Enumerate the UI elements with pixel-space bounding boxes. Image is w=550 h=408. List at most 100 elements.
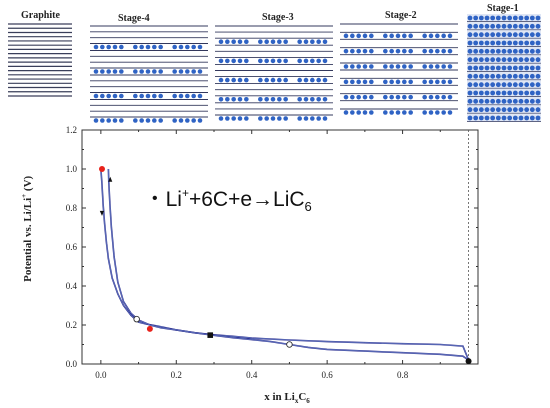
lithium-ion: [473, 82, 479, 88]
lithium-ion: [152, 118, 157, 123]
x-tick-label: 0.8: [397, 370, 409, 380]
lithium-ion: [518, 23, 524, 29]
lithium-ion: [100, 93, 105, 99]
curve-highlight: [100, 168, 469, 361]
lithium-ion: [535, 32, 541, 38]
lithium-ion: [244, 58, 249, 64]
lithium-ion: [501, 107, 507, 113]
stage-panel: [467, 14, 541, 122]
lithium-ion: [258, 116, 263, 121]
lithium-ion: [218, 39, 224, 44]
curve-highlight: [108, 168, 469, 361]
lithium-ion: [478, 107, 484, 113]
lithium-ion: [507, 73, 513, 79]
lithium-ion: [428, 110, 434, 115]
lithium-ion: [277, 58, 282, 64]
lithium-ion: [369, 33, 374, 39]
lithium-ion: [435, 64, 440, 69]
lithium-ion: [225, 39, 230, 44]
lithium-ion: [507, 107, 513, 113]
lithium-ion: [524, 65, 530, 71]
lithium-ion: [467, 82, 473, 88]
lithium-ion: [501, 82, 507, 88]
lithium-ion: [264, 77, 269, 83]
lithium-ion: [529, 40, 535, 46]
lithium-ion: [303, 39, 309, 44]
lithium-ion: [369, 64, 374, 69]
lithium-ion: [402, 94, 407, 100]
lithium-ion: [383, 64, 388, 69]
lithium-ion: [356, 48, 361, 54]
lithium-ion: [447, 79, 453, 85]
lithium-ion: [484, 90, 490, 96]
lithium-ion: [524, 32, 530, 38]
lithium-ion: [218, 77, 224, 83]
lithium-ion: [106, 44, 111, 50]
lithium-ion: [473, 73, 479, 79]
lithium-ion: [478, 32, 484, 38]
lithium-ion: [283, 116, 288, 121]
lithium-ion: [501, 40, 507, 46]
lithium-ion: [473, 23, 479, 29]
lithium-ion: [495, 98, 501, 104]
lithium-ion: [158, 93, 163, 99]
lithium-ion: [512, 73, 518, 79]
lithium-ion: [467, 107, 473, 113]
lithium-ion: [490, 40, 496, 46]
lithium-ion: [408, 64, 413, 69]
lithium-ion: [529, 32, 535, 38]
lithium-ion: [535, 48, 541, 54]
lithium-ion: [484, 65, 490, 71]
stage-panel: [215, 25, 333, 121]
lithium-ion: [270, 77, 276, 83]
lithium-ion: [495, 73, 501, 79]
lithium-ion: [529, 107, 535, 113]
lithium-ion: [447, 33, 453, 39]
lithium-ion: [350, 33, 355, 39]
lithium-ion: [112, 93, 118, 99]
lithium-ion: [322, 39, 328, 44]
lithium-ion: [369, 94, 374, 100]
lithium-ion: [244, 116, 249, 121]
lithium-ion: [512, 115, 518, 121]
lithium-ion: [535, 65, 541, 71]
lithium-ion: [356, 33, 361, 39]
lithium-ion: [467, 15, 473, 21]
stage-panel: [340, 23, 458, 115]
lithium-ion: [100, 118, 105, 123]
lithium-ion: [106, 69, 111, 74]
stage-panel: [90, 25, 208, 123]
x-axis-title-mid: C: [298, 391, 307, 403]
lithium-ion: [529, 48, 535, 54]
lithium-ion: [478, 90, 484, 96]
y-axis-title-unit: (V): [21, 175, 34, 194]
lithium-ion: [343, 64, 349, 69]
lithium-ion: [529, 65, 535, 71]
lithium-ion: [383, 94, 388, 100]
lithium-ion: [473, 48, 479, 54]
lithium-ion: [402, 48, 407, 54]
lithium-ion: [158, 44, 163, 50]
lithium-ion: [478, 115, 484, 121]
lithium-ion: [535, 115, 541, 121]
lithium-ion: [258, 39, 263, 44]
lithium-ion: [467, 57, 473, 63]
lithium-ion: [441, 110, 446, 115]
lithium-ion: [172, 44, 177, 50]
stage-label-graphite: Graphite: [21, 10, 60, 21]
lithium-ion: [172, 69, 177, 74]
plot-frame: [81, 129, 479, 365]
lithium-ion: [133, 44, 138, 50]
lithium-ion: [473, 65, 479, 71]
lithium-ion: [237, 58, 243, 64]
lithium-ion: [277, 116, 282, 121]
lithium-ion: [119, 118, 124, 123]
lithium-ion: [383, 48, 388, 54]
lithium-ion: [145, 69, 151, 74]
lithium-ion: [467, 48, 473, 54]
lithium-ion: [512, 15, 518, 21]
lithium-ion: [389, 110, 394, 115]
lithium-ion: [297, 116, 302, 121]
lithium-ion: [467, 90, 473, 96]
lithium-ion: [495, 15, 501, 21]
